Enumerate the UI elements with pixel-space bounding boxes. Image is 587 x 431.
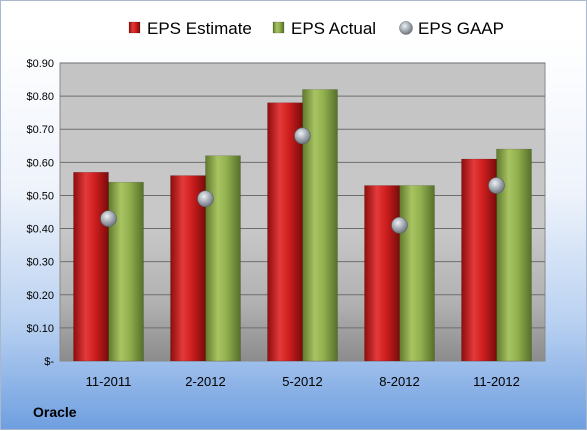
x-tick-label: 8-2012 [379,374,419,389]
marker-eps-gaap [488,177,505,194]
legend: EPS Estimate EPS Actual EPS GAAP [128,19,504,38]
legend-label: EPS Estimate [147,19,252,38]
y-tick-label: $0.50 [26,190,54,202]
y-tick-label: $0.80 [26,91,54,103]
bar-eps-estimate [364,185,400,362]
x-axis: 11-2011 2-2012 5-2012 8-2012 11-2012 [86,374,520,389]
x-tick-label: 11-2011 [86,374,132,389]
bar-eps-actual [205,155,241,362]
legend-swatch-eps-estimate [128,21,141,34]
y-tick-label: $- [44,356,54,368]
marker-eps-gaap [391,216,408,234]
bar-eps-actual [399,185,435,362]
marker-eps-gaap [100,210,117,227]
x-tick-label: 11-2012 [473,374,520,389]
legend-swatch-eps-gaap [399,21,413,35]
legend-label: EPS Actual [291,19,376,38]
bar-eps-actual [108,181,144,362]
markers [100,127,505,234]
company-annotation: Oracle [33,404,77,420]
bars [73,89,532,362]
bar-eps-estimate [267,102,303,362]
bar-eps-actual [302,89,338,362]
y-tick-label: $0.60 [26,157,54,169]
bar-eps-estimate [170,175,206,362]
y-tick-label: $0.20 [26,290,54,302]
y-tick-label: $0.30 [26,257,54,269]
bar-eps-estimate [461,158,497,362]
bar-eps-estimate [73,172,109,362]
marker-eps-gaap [197,190,214,208]
marker-eps-gaap [294,127,311,145]
x-tick-label: 5-2012 [282,374,322,389]
y-tick-label: $0.10 [26,323,54,335]
legend-swatch-eps-actual [272,21,285,34]
x-tick-label: 2-2012 [185,374,225,389]
y-axis: $- $0.10 $0.20 $0.30 $0.40 $0.50 $0.60 $0.70 $0.… [26,58,54,368]
y-tick-label: $0.90 [26,58,54,70]
y-tick-label: $0.40 [26,224,54,236]
legend-label: EPS GAAP [418,19,504,38]
y-tick-label: $0.70 [26,124,54,136]
